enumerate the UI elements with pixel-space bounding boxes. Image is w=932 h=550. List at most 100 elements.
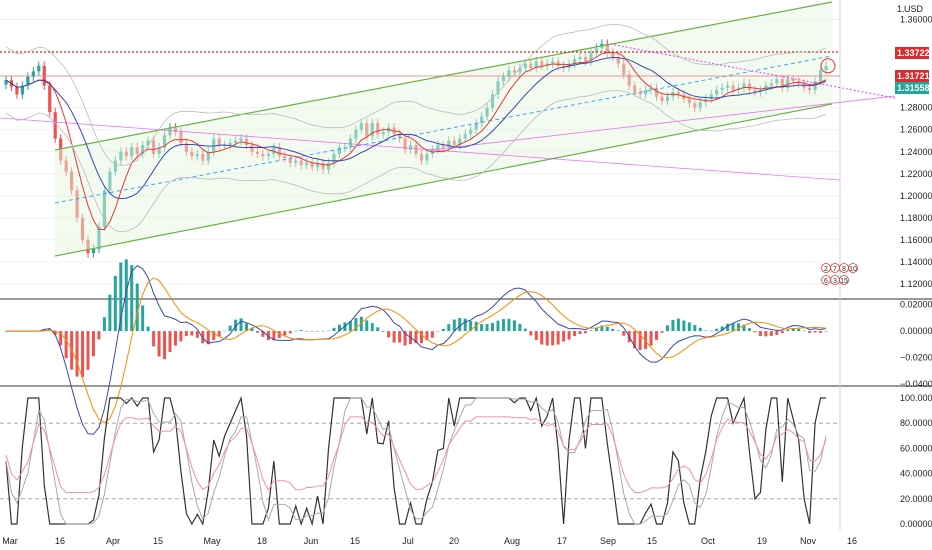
macd-histogram-bar [693,324,697,332]
macd-histogram-bar [387,331,391,338]
macd-histogram-bar [644,331,648,349]
macd-histogram-bar [447,324,451,332]
candle-body [37,65,41,72]
macd-histogram-bar [370,323,374,332]
price-tick-label: 1.14000 [900,257,932,267]
macd-histogram-bar [583,331,587,334]
macd-histogram-bar [802,330,806,332]
macd-histogram-bar [573,331,577,337]
time-tick-label: 15 [153,536,163,546]
macd-histogram-bar [452,319,456,332]
macd-histogram-bar [414,331,418,344]
macd-histogram-bar [392,331,396,343]
macd-histogram-bar [359,316,363,332]
time-tick-label: 16 [55,536,65,546]
price-tag-bg [895,82,929,94]
macd-histogram-bar [64,331,68,359]
macd-histogram-bar [223,330,227,332]
macd-histogram-bar [594,327,598,332]
macd-histogram-bar [600,325,604,332]
candle-body [15,86,19,95]
macd-histogram-bar [540,331,544,345]
time-tick-label: 16 [847,536,857,546]
macd-histogram-bar [501,319,505,332]
event-badge-label: 8 [842,266,846,273]
macd-signal-line [6,277,827,424]
event-badge-label: 6 [824,278,828,285]
macd-histogram-bar [102,317,106,332]
macd-histogram-bar [709,330,713,332]
macd-histogram-bar [737,323,741,332]
stoch-k-line [5,395,826,527]
macd-histogram-bar [376,327,380,332]
price-tick-label: 1.12000 [900,279,932,289]
time-tick-label: 20 [449,536,459,546]
macd-histogram-bar [212,331,216,341]
time-tick-label: 15 [350,536,360,546]
event-badge-label: 10 [849,266,857,273]
macd-histogram-bar [786,329,790,332]
macd-histogram-bar [310,331,314,332]
macd-histogram-bar [255,331,259,333]
macd-histogram-bar [59,331,63,346]
price-tag-label: 1.31558 [897,83,930,93]
stoch-tick-label: 60.00000 [900,443,932,453]
macd-tick-label: −0.04000 [900,379,932,389]
macd-histogram-bar [474,321,478,332]
macd-histogram-bar [808,331,812,333]
macd-histogram-bar [272,331,276,341]
candle-body [91,248,96,254]
macd-histogram-bar [173,331,177,346]
time-axis: Mar 16 Apr 15 May 18 Jun 15 Jul 20 Aug 17 Sep 15 Oct 19… [2,536,857,546]
macd-histogram-bar [480,324,484,332]
macd-histogram-bar [228,325,232,332]
channel-lower [54,103,833,257]
macd-histogram-bar [512,320,516,332]
macd-histogram-bar [168,331,172,353]
macd-histogram-bar [529,331,533,336]
stoch-panel: 100.00000 80.00000 60.00000 40.00000 20.0000… [0,393,932,529]
macd-histogram-bar [496,320,500,332]
macd-histogram-bar [53,331,57,335]
macd-histogram-bar [135,283,139,332]
macd-histogram-bar [665,325,669,332]
macd-histogram-bar [622,331,626,336]
macd-histogram-bar [266,331,270,341]
price-tick-label: 1.16000 [900,235,932,245]
macd-histogram-bar [113,275,117,332]
macd-histogram-bar [141,305,145,332]
macd-histogram-bar [791,328,795,332]
macd-histogram-bar [146,326,150,332]
price-tag-bg [895,47,929,59]
macd-histogram-bar [419,331,423,344]
macd-histogram-bar [731,323,735,332]
highlight-circle [820,58,836,74]
macd-histogram-bar [562,331,566,342]
macd-histogram-bar [321,330,325,332]
price-tick-label: 1.28000 [900,103,932,113]
macd-histogram-bar [365,320,369,332]
macd-histogram-bar [660,331,664,333]
time-tick-label: 15 [647,536,657,546]
trend-line [609,43,896,99]
macd-histogram-bar [567,331,571,340]
time-tick-label: 17 [557,536,567,546]
macd-histogram-bar [316,330,320,332]
macd-histogram-bar [239,318,243,332]
time-tick-label: Aug [504,536,520,546]
candle-body [48,85,52,113]
trend-line [0,117,841,181]
macd-histogram-bar [195,331,199,338]
price-tick-label: 1.36000 [900,15,932,25]
macd-histogram-bar [81,331,85,378]
macd-histogram-bar [491,322,495,332]
price-tag: 1.31721 [895,70,930,82]
macd-tick-label: −0.02000 [900,353,932,363]
macd-histogram-bar [163,331,167,360]
macd-histogram-bar [157,331,161,357]
time-tick-label: Apr [106,536,120,546]
macd-histogram-bar [354,318,358,332]
macd-tick-label: 0.02000 [900,300,932,310]
macd-histogram-bar [813,331,817,333]
